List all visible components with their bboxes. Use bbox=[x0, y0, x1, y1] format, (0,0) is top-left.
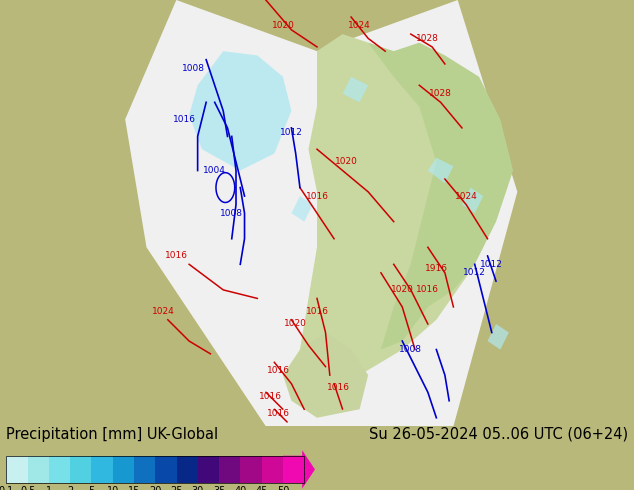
Polygon shape bbox=[125, 0, 517, 426]
Bar bbox=[283, 456, 302, 483]
Bar bbox=[177, 456, 198, 483]
Bar bbox=[134, 456, 155, 483]
Text: 35: 35 bbox=[213, 486, 225, 490]
Text: 1016: 1016 bbox=[417, 285, 439, 294]
Text: 30: 30 bbox=[191, 486, 204, 490]
Text: 0.1: 0.1 bbox=[0, 486, 14, 490]
Text: 1008: 1008 bbox=[220, 209, 243, 218]
Bar bbox=[6, 456, 28, 483]
Text: 1012: 1012 bbox=[481, 260, 503, 269]
Text: 5: 5 bbox=[88, 486, 94, 490]
Text: 1008: 1008 bbox=[399, 345, 422, 354]
Text: 1016: 1016 bbox=[327, 384, 350, 392]
Text: 1008: 1008 bbox=[182, 64, 205, 73]
Text: 40: 40 bbox=[235, 486, 247, 490]
Text: 1916: 1916 bbox=[425, 264, 448, 273]
Text: 1016: 1016 bbox=[267, 367, 290, 375]
Text: 1020: 1020 bbox=[391, 285, 414, 294]
Text: 1012: 1012 bbox=[280, 128, 303, 137]
Polygon shape bbox=[368, 43, 513, 349]
Bar bbox=[155, 456, 177, 483]
Bar bbox=[49, 456, 70, 483]
Text: 1028: 1028 bbox=[417, 34, 439, 43]
Bar bbox=[113, 456, 134, 483]
Text: 2: 2 bbox=[67, 486, 74, 490]
Bar bbox=[91, 456, 113, 483]
Bar bbox=[6, 456, 304, 483]
Text: 1004: 1004 bbox=[204, 166, 226, 175]
Text: 1024: 1024 bbox=[152, 307, 175, 316]
Text: 1016: 1016 bbox=[306, 307, 328, 316]
Text: 1020: 1020 bbox=[335, 157, 358, 167]
Bar bbox=[262, 456, 283, 483]
Text: 1028: 1028 bbox=[429, 89, 452, 98]
Text: 10: 10 bbox=[107, 486, 119, 490]
Polygon shape bbox=[292, 196, 313, 221]
Bar bbox=[28, 456, 49, 483]
FancyArrow shape bbox=[283, 450, 315, 489]
Text: 1016: 1016 bbox=[165, 251, 188, 260]
Polygon shape bbox=[300, 34, 509, 384]
Text: 1020: 1020 bbox=[284, 319, 307, 328]
Text: Su 26-05-2024 05..06 UTC (06+24): Su 26-05-2024 05..06 UTC (06+24) bbox=[368, 427, 628, 442]
Text: 15: 15 bbox=[128, 486, 140, 490]
Polygon shape bbox=[428, 158, 453, 183]
Polygon shape bbox=[342, 77, 368, 102]
Text: Precipitation [mm] UK-Global: Precipitation [mm] UK-Global bbox=[6, 427, 219, 442]
Text: 50: 50 bbox=[277, 486, 289, 490]
Text: 1016: 1016 bbox=[267, 409, 290, 418]
Bar bbox=[70, 456, 91, 483]
Text: 20: 20 bbox=[149, 486, 162, 490]
Text: 1: 1 bbox=[46, 486, 52, 490]
Text: 1016: 1016 bbox=[259, 392, 281, 401]
Polygon shape bbox=[488, 324, 509, 349]
Text: 1024: 1024 bbox=[455, 192, 477, 200]
Text: 1024: 1024 bbox=[348, 21, 371, 30]
Text: 1016: 1016 bbox=[173, 115, 197, 124]
Polygon shape bbox=[462, 188, 483, 213]
Bar bbox=[240, 456, 262, 483]
Text: 0.5: 0.5 bbox=[20, 486, 36, 490]
Bar bbox=[219, 456, 240, 483]
Text: 1012: 1012 bbox=[463, 269, 486, 277]
Polygon shape bbox=[283, 333, 368, 418]
Text: 45: 45 bbox=[256, 486, 268, 490]
Text: 1016: 1016 bbox=[306, 192, 328, 200]
Bar bbox=[198, 456, 219, 483]
Polygon shape bbox=[189, 51, 292, 171]
Text: 25: 25 bbox=[171, 486, 183, 490]
Text: 1020: 1020 bbox=[271, 21, 294, 30]
